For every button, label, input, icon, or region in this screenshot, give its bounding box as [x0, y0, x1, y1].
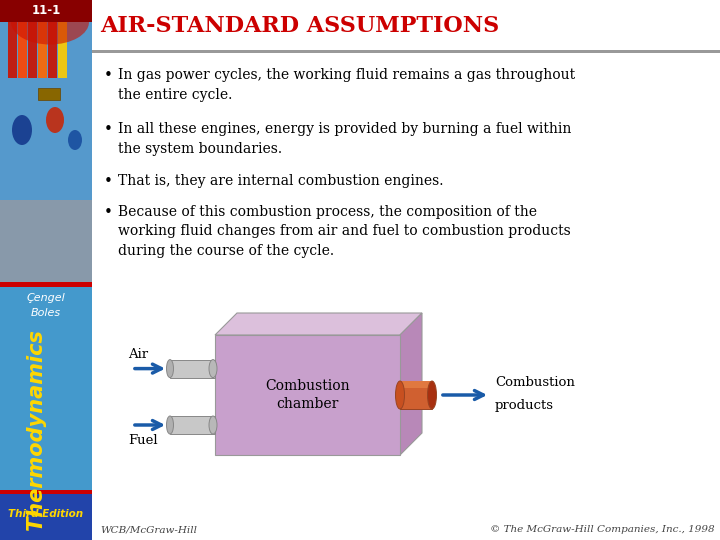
Ellipse shape: [209, 416, 217, 434]
Text: Fuel: Fuel: [128, 435, 158, 448]
Ellipse shape: [68, 130, 82, 150]
Bar: [0, 490, 92, 494]
Text: Air: Air: [128, 348, 148, 361]
Text: Combustion: Combustion: [495, 375, 575, 388]
Text: chamber: chamber: [276, 397, 338, 411]
Bar: [38, 88, 60, 100]
Polygon shape: [215, 313, 422, 335]
Text: Third Edition: Third Edition: [9, 509, 84, 519]
Polygon shape: [400, 313, 422, 455]
Bar: [170, 416, 215, 434]
Text: •: •: [104, 122, 113, 137]
Text: In gas power cycles, the working fluid remains a gas throughout
the entire cycle: In gas power cycles, the working fluid r…: [118, 68, 575, 102]
Text: WCB/McGraw-Hill: WCB/McGraw-Hill: [100, 525, 197, 535]
Text: Boles: Boles: [31, 308, 61, 318]
Text: Because of this combustion process, the composition of the
working fluid changes: Because of this combustion process, the …: [118, 205, 571, 258]
Text: •: •: [104, 205, 113, 220]
Bar: [0, 282, 92, 287]
Ellipse shape: [46, 107, 64, 133]
Text: 11-1: 11-1: [32, 4, 60, 17]
Bar: [400, 381, 432, 388]
Bar: [8, 8, 17, 78]
Bar: [28, 8, 37, 78]
Ellipse shape: [166, 416, 174, 434]
Bar: [0, 285, 92, 540]
Bar: [170, 360, 215, 377]
Bar: [0, 494, 92, 540]
Text: © The McGraw-Hill Companies, Inc., 1998: © The McGraw-Hill Companies, Inc., 1998: [490, 525, 715, 535]
Bar: [0, 0, 92, 285]
Bar: [18, 8, 27, 78]
Bar: [92, 50, 720, 52]
Ellipse shape: [395, 381, 405, 409]
Ellipse shape: [11, 0, 89, 44]
Text: •: •: [104, 68, 113, 83]
Bar: [0, 200, 92, 285]
Bar: [38, 8, 47, 78]
Text: That is, they are internal combustion engines.: That is, they are internal combustion en…: [118, 174, 444, 188]
Text: In all these engines, energy is provided by burning a fuel within
the system bou: In all these engines, energy is provided…: [118, 122, 572, 156]
Text: Çengel: Çengel: [27, 293, 66, 303]
Text: products: products: [495, 399, 554, 411]
Ellipse shape: [209, 360, 217, 377]
Bar: [215, 335, 400, 455]
Ellipse shape: [166, 360, 174, 377]
Ellipse shape: [428, 381, 436, 409]
Bar: [0, 0, 92, 22]
Text: Combustion: Combustion: [265, 379, 350, 393]
Text: Thermodynamics: Thermodynamics: [26, 329, 46, 530]
Text: AIR-STANDARD ASSUMPTIONS: AIR-STANDARD ASSUMPTIONS: [100, 15, 499, 37]
Text: •: •: [104, 174, 113, 189]
Bar: [58, 8, 67, 78]
Bar: [400, 381, 432, 409]
Ellipse shape: [12, 115, 32, 145]
Bar: [48, 8, 57, 78]
